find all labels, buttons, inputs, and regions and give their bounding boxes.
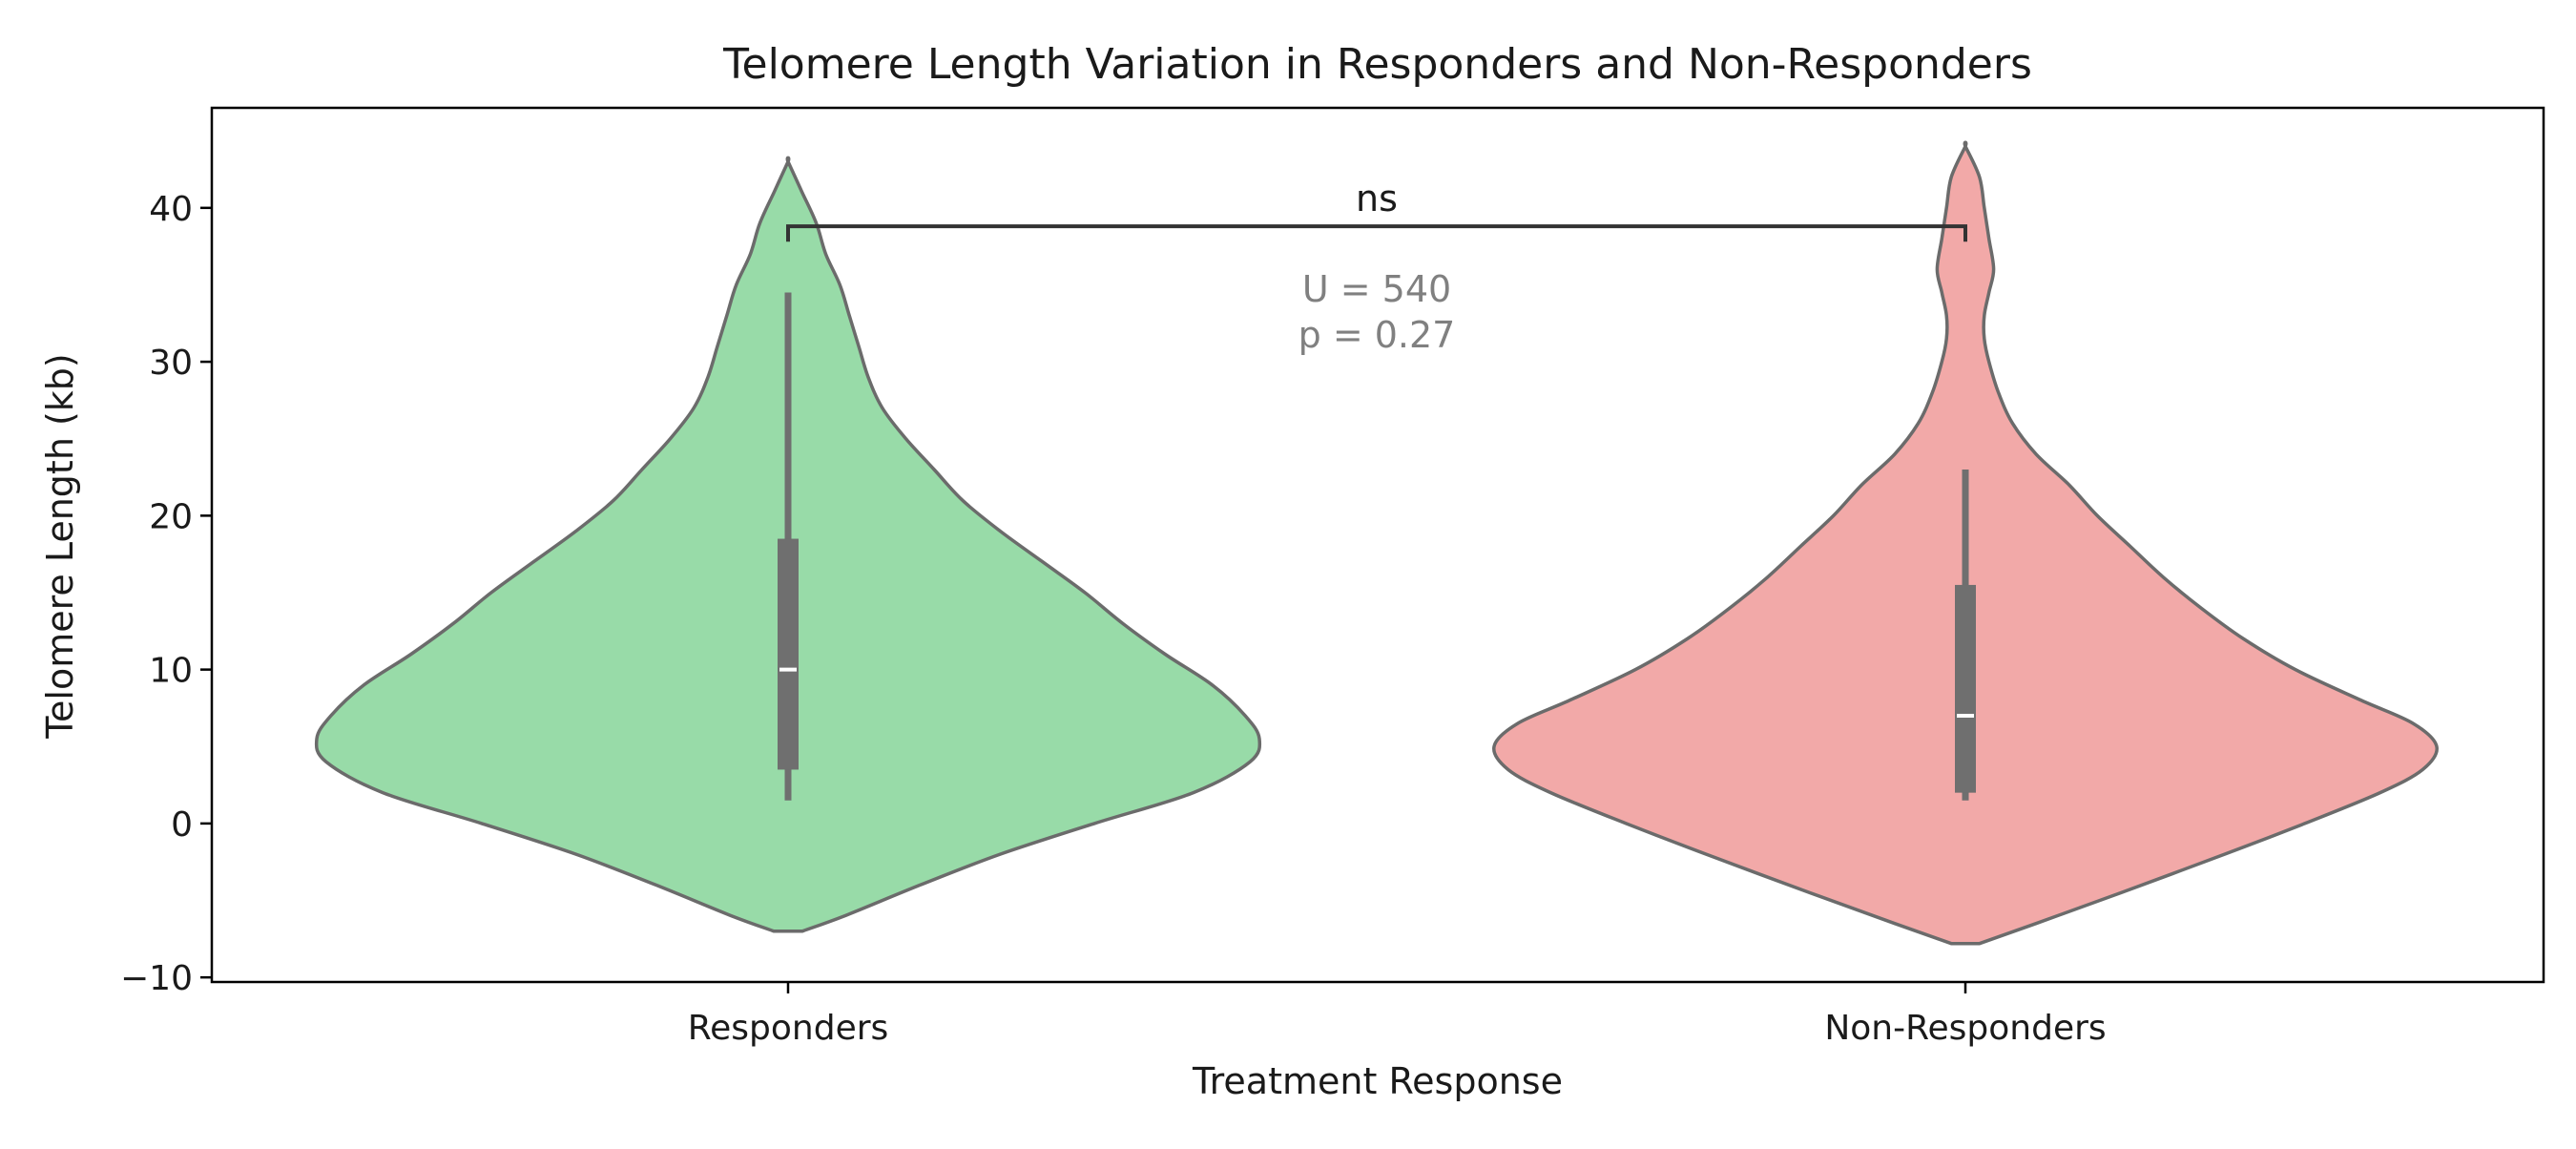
x-tick-label: Non-Responders bbox=[1824, 1009, 2106, 1048]
significance-bracket bbox=[786, 224, 1967, 242]
y-tick-label: −10 bbox=[120, 959, 193, 998]
stat-p-value: p = 0.27 bbox=[1298, 314, 1456, 356]
y-tick-label: 30 bbox=[149, 344, 193, 383]
y-tick-label: 10 bbox=[149, 652, 193, 691]
y-axis-label: Telomere Length (kb) bbox=[39, 353, 81, 740]
significance-label: ns bbox=[1356, 178, 1398, 219]
iqr-box bbox=[778, 538, 799, 770]
x-tick-label: Responders bbox=[688, 1009, 889, 1048]
chart-title: Telomere Length Variation in Responders … bbox=[722, 40, 2032, 89]
y-tick-label: 40 bbox=[149, 190, 193, 229]
plot-frame bbox=[210, 106, 2545, 984]
iqr-box bbox=[1955, 584, 1976, 793]
stat-u-value: U = 540 bbox=[1302, 268, 1451, 310]
y-tick-label: 20 bbox=[149, 497, 193, 536]
x-axis-label: Treatment Response bbox=[1192, 1060, 1563, 1102]
y-tick-label: 0 bbox=[171, 805, 193, 845]
